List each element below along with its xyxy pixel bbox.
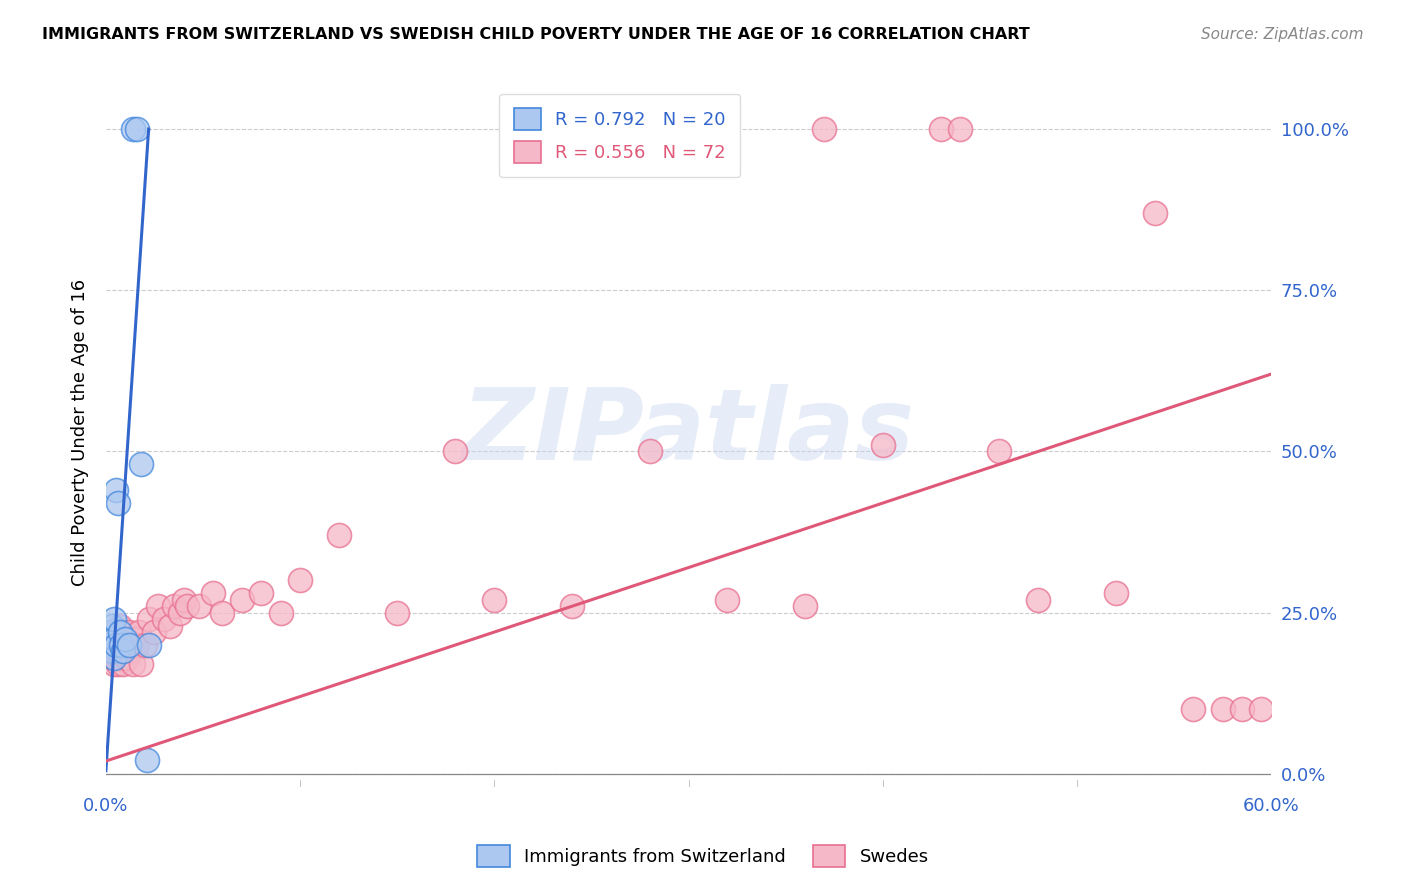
Point xyxy=(114,632,136,646)
Point xyxy=(112,632,135,646)
Point xyxy=(97,638,120,652)
Point xyxy=(484,592,506,607)
Point xyxy=(112,657,135,672)
Point xyxy=(188,599,211,614)
Point xyxy=(1026,592,1049,607)
Point xyxy=(201,586,224,600)
Point xyxy=(1143,206,1166,220)
Point xyxy=(1182,702,1205,716)
Point xyxy=(1230,702,1253,716)
Point xyxy=(98,644,121,658)
Point xyxy=(988,444,1011,458)
Point xyxy=(794,599,817,614)
Point xyxy=(716,592,738,607)
Point xyxy=(103,632,125,646)
Point xyxy=(104,632,127,646)
Point xyxy=(250,586,273,600)
Point xyxy=(929,122,952,136)
Point xyxy=(103,644,125,658)
Point xyxy=(108,625,131,640)
Text: Source: ZipAtlas.com: Source: ZipAtlas.com xyxy=(1201,27,1364,42)
Point xyxy=(103,612,125,626)
Point xyxy=(211,606,233,620)
Point xyxy=(110,638,132,652)
Point xyxy=(103,651,125,665)
Point xyxy=(118,638,141,652)
Point xyxy=(148,599,170,614)
Point xyxy=(153,612,176,626)
Point xyxy=(117,651,139,665)
Point xyxy=(110,638,132,652)
Point xyxy=(98,625,121,640)
Point xyxy=(169,606,191,620)
Point xyxy=(328,528,350,542)
Point xyxy=(114,644,136,658)
Point xyxy=(270,606,292,620)
Point xyxy=(387,606,409,620)
Point xyxy=(104,638,127,652)
Point xyxy=(108,618,131,632)
Point xyxy=(288,574,311,588)
Point xyxy=(159,618,181,632)
Point xyxy=(173,592,195,607)
Point xyxy=(118,625,141,640)
Point xyxy=(134,638,156,652)
Point xyxy=(107,625,129,640)
Point xyxy=(97,638,120,652)
Point xyxy=(129,657,152,672)
Point xyxy=(112,644,135,658)
Point xyxy=(104,638,127,652)
Point xyxy=(1105,586,1128,600)
Y-axis label: Child Poverty Under the Age of 16: Child Poverty Under the Age of 16 xyxy=(72,278,89,586)
Point xyxy=(100,651,122,665)
Point xyxy=(104,625,127,640)
Point xyxy=(138,612,160,626)
Point xyxy=(100,644,122,658)
Point xyxy=(129,458,152,472)
Point xyxy=(98,632,121,646)
Point xyxy=(872,438,894,452)
Point xyxy=(107,644,129,658)
Point xyxy=(100,618,122,632)
Point xyxy=(231,592,253,607)
Point xyxy=(128,625,150,640)
Point xyxy=(118,638,141,652)
Point xyxy=(107,496,129,510)
Legend: Immigrants from Switzerland, Swedes: Immigrants from Switzerland, Swedes xyxy=(470,838,936,874)
Point xyxy=(561,599,583,614)
Point xyxy=(122,122,145,136)
Point xyxy=(143,625,166,640)
Point xyxy=(120,644,142,658)
Legend: R = 0.792   N = 20, R = 0.556   N = 72: R = 0.792 N = 20, R = 0.556 N = 72 xyxy=(499,94,741,178)
Point xyxy=(638,444,661,458)
Point xyxy=(108,651,131,665)
Point xyxy=(138,638,160,652)
Point xyxy=(100,625,122,640)
Point xyxy=(114,625,136,640)
Point xyxy=(1212,702,1234,716)
Point xyxy=(135,753,157,767)
Point xyxy=(100,638,122,652)
Text: IMMIGRANTS FROM SWITZERLAND VS SWEDISH CHILD POVERTY UNDER THE AGE OF 16 CORRELA: IMMIGRANTS FROM SWITZERLAND VS SWEDISH C… xyxy=(42,27,1031,42)
Point xyxy=(107,657,129,672)
Point xyxy=(104,651,127,665)
Point xyxy=(122,657,145,672)
Text: ZIPatlas: ZIPatlas xyxy=(463,384,915,481)
Point xyxy=(1250,702,1272,716)
Point xyxy=(103,632,125,646)
Point xyxy=(444,444,467,458)
Point xyxy=(108,638,131,652)
Point xyxy=(124,632,146,646)
Point xyxy=(110,625,132,640)
Point xyxy=(163,599,186,614)
Point xyxy=(110,651,132,665)
Point xyxy=(104,483,127,498)
Point xyxy=(949,122,972,136)
Point xyxy=(125,638,148,652)
Point xyxy=(103,657,125,672)
Point xyxy=(125,122,148,136)
Point xyxy=(813,122,835,136)
Point xyxy=(176,599,198,614)
